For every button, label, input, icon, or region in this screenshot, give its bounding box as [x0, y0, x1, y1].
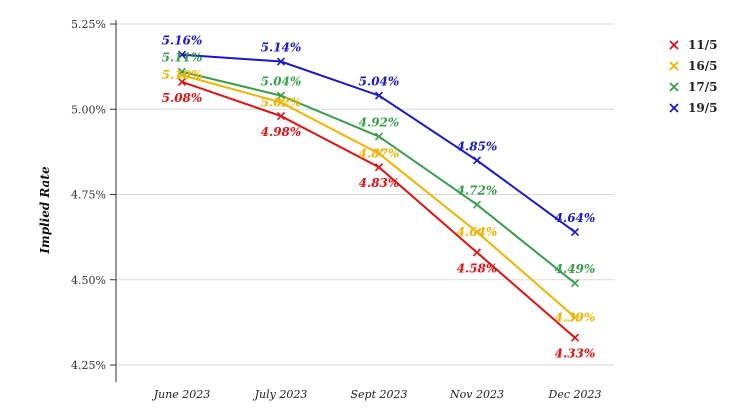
legend-label: 16/5 [688, 59, 717, 73]
data-point-marker [177, 77, 187, 87]
y-tick-label: 5.25% [71, 18, 106, 31]
data-label: 4.72% [457, 184, 498, 198]
data-label: 4.64% [457, 225, 498, 239]
legend-item: 16/5 [669, 59, 717, 73]
data-label: 4.58% [457, 261, 498, 275]
data-label: 4.87% [359, 147, 400, 161]
axes: 4.25% 4.50% 4.75% 5.00% 5.25% June 2023 July 2… [71, 18, 601, 401]
legend-label: 17/5 [688, 80, 717, 94]
y-tick-label: 5.00% [71, 103, 106, 116]
data-point-marker [374, 132, 384, 141]
data-point-marker [570, 313, 580, 322]
data-point-marker [276, 112, 286, 121]
data-label: 5.04% [261, 75, 302, 89]
data-label: 4.64% [555, 211, 596, 225]
data-point-marker [472, 200, 482, 209]
data-label: 5.14% [261, 41, 302, 55]
data-point-marker [570, 333, 580, 342]
data-point-marker [570, 227, 580, 237]
legend-label: 19/5 [688, 101, 717, 115]
data-point-marker [374, 163, 384, 172]
data-label: 5.04% [359, 75, 400, 89]
x-tick-label: Dec 2023 [548, 388, 602, 401]
data-point-marker [177, 67, 187, 76]
data-label: 4.92% [359, 116, 400, 130]
data-label: 4.39% [555, 310, 596, 324]
data-point-marker [472, 227, 482, 237]
data-point-marker [276, 98, 286, 107]
y-tick-label: 4.50% [71, 274, 106, 287]
series-line [181, 74, 576, 319]
data-label: 5.08% [162, 91, 203, 105]
legend-item: 11/5 [669, 38, 717, 52]
legend-item: 17/5 [669, 80, 717, 94]
data-point-marker [374, 91, 384, 100]
data-point-marker [374, 149, 384, 158]
legend: 11/5 16/5 17/5 19/5 [669, 38, 717, 115]
data-label: 4.33% [555, 347, 596, 361]
data-label: 4.49% [555, 262, 596, 276]
x-tick-label: Sept 2023 [351, 388, 408, 401]
series-lines [177, 50, 580, 342]
data-point-marker [276, 57, 286, 66]
data-point-marker [177, 50, 187, 59]
data-point-marker [276, 91, 286, 100]
x-tick-label: July 2023 [253, 388, 308, 401]
data-label: 5.16% [162, 34, 203, 48]
x-tick-label: June 2023 [152, 388, 211, 401]
data-point-marker [472, 156, 482, 165]
data-point-marker [570, 279, 580, 288]
x-tick-label: Nov 2023 [449, 388, 504, 401]
data-point-marker [472, 248, 482, 257]
data-label: 4.98% [261, 125, 302, 139]
data-label: 4.85% [457, 139, 498, 153]
data-label: 5.02% [261, 95, 302, 109]
data-label: 5.10% [162, 68, 203, 82]
y-tick-label: 4.75% [71, 189, 106, 202]
data-label: 4.83% [359, 176, 400, 190]
legend-label: 11/5 [688, 38, 717, 52]
legend-item: 19/5 [669, 101, 717, 115]
y-axis-title: Implied Rate [38, 166, 52, 255]
y-tick-label: 4.25% [71, 359, 106, 372]
data-label: 5.11% [162, 51, 203, 65]
data-labels: 5.08% 4.98% 4.83% 4.58% 4.33% 5.10% 5.02% 4.87%… [162, 34, 596, 361]
